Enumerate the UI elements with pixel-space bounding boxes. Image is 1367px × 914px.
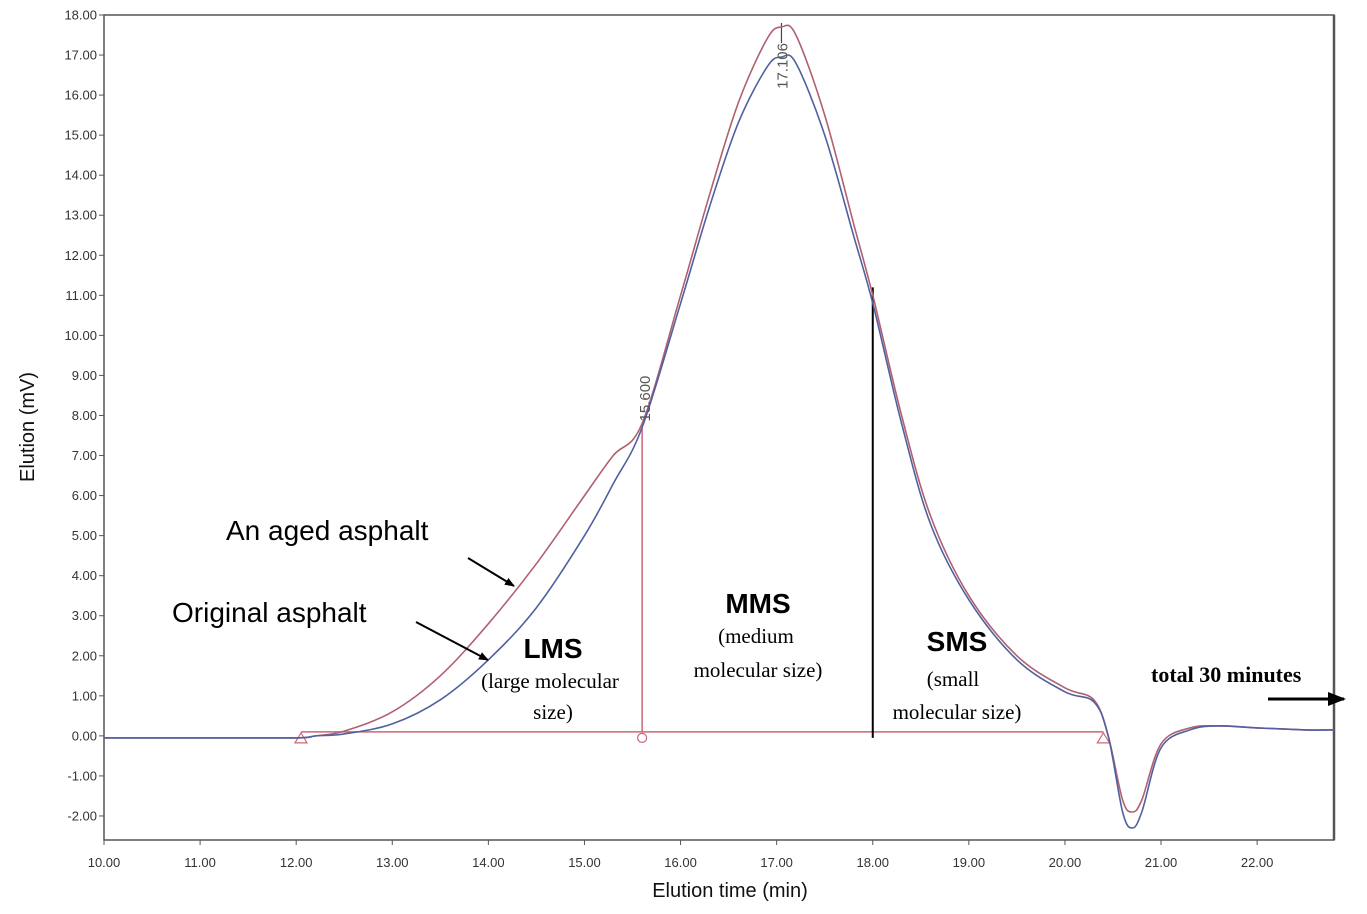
plot-frame <box>103 14 1335 841</box>
x-tick-label: 11.00 <box>184 855 216 870</box>
y-axis-title: Elution (mV) <box>17 372 39 482</box>
x-axis-title: Elution time (min) <box>652 880 808 902</box>
y-tick-label: 0.00 <box>72 728 97 743</box>
x-tick-label: 10.00 <box>88 855 121 870</box>
lms-description-line2: size) <box>533 700 573 724</box>
lms-description-line1: (large molecular <box>481 669 619 693</box>
aged-asphalt-arrow <box>467 557 515 587</box>
x-tick-label: 12.00 <box>280 855 313 870</box>
y-tick-label: 15.00 <box>64 128 97 143</box>
y-tick-label: 7.00 <box>72 448 97 463</box>
x-tick-label: 17.00 <box>760 855 793 870</box>
y-tick-label: 16.00 <box>64 88 97 103</box>
x-tick-label: 21.00 <box>1145 855 1178 870</box>
x-tick-label: 19.00 <box>953 855 986 870</box>
baseline-markers <box>293 731 1111 744</box>
original-asphalt-label: Original asphalt <box>172 597 367 628</box>
y-tick-label: 5.00 <box>72 528 97 543</box>
peak-time-label: 17.106 <box>774 43 791 89</box>
y-tick-label: 12.00 <box>64 248 97 263</box>
y-tick-label: 13.00 <box>64 208 97 223</box>
x-tick-label: 18.00 <box>856 855 889 870</box>
y-tick-label: -2.00 <box>67 808 97 823</box>
mms-description-line1: (medium <box>718 624 794 648</box>
x-tick-label: 13.00 <box>376 855 409 870</box>
y-tick-label: 11.00 <box>65 288 97 303</box>
divider-time-label: 15.600 <box>637 376 654 422</box>
x-tick-label: 22.00 <box>1241 855 1274 870</box>
mms-description-line2: molecular size) <box>694 658 823 682</box>
baseline-marker <box>637 732 648 743</box>
aged-asphalt-curve <box>103 24 1335 813</box>
y-tick-label: -1.00 <box>67 768 97 783</box>
y-tick-label: 14.00 <box>64 168 97 183</box>
x-tick-label: 15.00 <box>568 855 601 870</box>
sms-title: SMS <box>927 626 988 657</box>
y-tick-label: 6.00 <box>72 488 97 503</box>
series-layer <box>103 24 1335 829</box>
sms-description-line1: (small <box>927 667 980 691</box>
y-tick-label: 10.00 <box>64 328 97 343</box>
x-tick-label: 20.00 <box>1049 855 1082 870</box>
y-tick-label: 9.00 <box>72 368 97 383</box>
x-tick-label: 16.00 <box>664 855 697 870</box>
x-axis-ticks: 10.00 11.00 12.00 13.00 14.00 15.00 16.00 17.00… <box>88 840 1274 870</box>
y-tick-label: 8.00 <box>72 408 97 423</box>
lms-title: LMS <box>523 633 582 664</box>
aged-asphalt-label: An aged asphalt <box>226 515 429 546</box>
x-tick-label: 14.00 <box>472 855 505 870</box>
y-tick-label: 3.00 <box>72 608 97 623</box>
y-axis-ticks: 18.00 17.00 16.00 15.00 14.00 13.00 12.00 11.00… <box>64 8 104 823</box>
y-tick-label: 2.00 <box>72 648 97 663</box>
baseline-marker <box>1096 731 1111 744</box>
y-tick-label: 18.00 <box>64 8 97 23</box>
y-tick-label: 1.00 <box>72 688 97 703</box>
sms-description-line2: molecular size) <box>893 700 1022 724</box>
mms-title: MMS <box>725 588 790 619</box>
total-time-label: total 30 minutes <box>1151 662 1302 687</box>
y-tick-label: 17.00 <box>64 48 97 63</box>
y-tick-label: 4.00 <box>72 568 97 583</box>
original-asphalt-arrow <box>415 621 489 661</box>
original-asphalt-curve <box>103 54 1335 829</box>
